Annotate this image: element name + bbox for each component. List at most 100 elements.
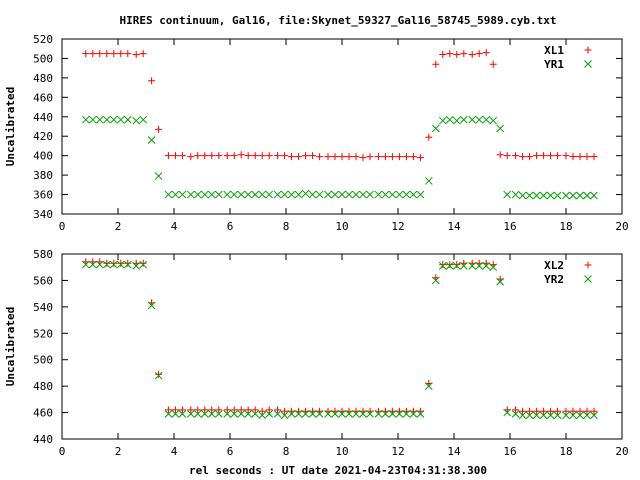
- data-point: [381, 410, 390, 418]
- data-point: [237, 190, 246, 199]
- data-point: [155, 370, 163, 378]
- data-point: [103, 50, 111, 58]
- data-point: [208, 406, 216, 414]
- y-tick-label: 540: [33, 301, 53, 314]
- data-point: [81, 260, 90, 269]
- data-point: [540, 152, 548, 160]
- chart-title: HIRES continuum, Gal16, file:Skynet_5932…: [119, 14, 556, 27]
- data-point: [539, 411, 548, 420]
- data-point: [178, 190, 187, 199]
- x-tick-label: 14: [447, 445, 461, 458]
- data-point: [489, 263, 498, 272]
- data-point: [208, 152, 216, 160]
- data-point: [562, 411, 570, 420]
- data-point: [116, 115, 125, 124]
- data-point: [287, 190, 296, 199]
- data-point: [171, 152, 179, 160]
- y-tick-label: 360: [33, 189, 53, 202]
- data-point: [395, 153, 403, 161]
- data-point: [590, 191, 598, 200]
- x-tick-label: 20: [615, 445, 628, 458]
- data-point: [576, 153, 584, 161]
- data-point: [352, 153, 360, 161]
- data-point: [164, 410, 173, 418]
- data-point: [258, 411, 267, 420]
- x-tick-label: 20: [615, 220, 628, 233]
- data-point: [89, 50, 97, 58]
- data-point: [445, 115, 454, 124]
- data-point: [230, 406, 238, 414]
- data-point: [425, 133, 433, 141]
- data-point: [154, 371, 163, 380]
- data-point: [308, 190, 317, 199]
- x-tick-label: 4: [171, 220, 178, 233]
- x-tick-label: 2: [115, 220, 122, 233]
- data-point: [187, 406, 195, 414]
- legend-label: YR1: [544, 58, 564, 71]
- data-point: [416, 154, 424, 162]
- data-point: [554, 407, 562, 415]
- data-point: [569, 407, 577, 415]
- data-point: [237, 151, 245, 159]
- data-point: [274, 152, 282, 160]
- series-XL1: [82, 49, 598, 162]
- data-point: [193, 190, 202, 199]
- data-point: [553, 191, 562, 200]
- data-point: [237, 406, 245, 414]
- data-point: [590, 153, 598, 161]
- data-point: [164, 190, 173, 199]
- data-point: [244, 410, 253, 418]
- data-point: [265, 190, 274, 199]
- data-point: [301, 189, 310, 198]
- data-point: [540, 407, 548, 415]
- data-point: [402, 410, 411, 418]
- data-point: [139, 50, 147, 58]
- y-tick-label: 460: [33, 407, 53, 420]
- data-point: [230, 152, 238, 160]
- x-tick-label: 6: [227, 220, 234, 233]
- y-tick-label: 440: [33, 433, 53, 446]
- data-point: [109, 260, 118, 269]
- data-point: [562, 152, 570, 160]
- data-point: [539, 191, 548, 200]
- data-point: [171, 190, 180, 199]
- data-point: [345, 153, 353, 161]
- y-tick-label: 340: [33, 208, 53, 221]
- data-point: [525, 411, 534, 420]
- legend-label: YR2: [544, 273, 564, 286]
- data-point: [562, 191, 570, 200]
- data-point: [287, 410, 296, 418]
- data-point: [569, 191, 577, 200]
- x-tick-label: 2: [115, 445, 122, 458]
- data-point: [316, 153, 324, 161]
- data-point: [200, 410, 209, 418]
- data-point: [366, 410, 374, 418]
- data-point: [503, 190, 512, 199]
- data-point: [432, 60, 440, 68]
- data-point: [215, 406, 223, 414]
- data-point: [511, 410, 520, 418]
- series-YR1: [81, 115, 598, 200]
- y-tick-label: 560: [33, 274, 53, 287]
- y-axis-label: Uncalibrated: [4, 87, 17, 166]
- x-tick-label: 10: [335, 445, 348, 458]
- data-point: [388, 190, 397, 199]
- y-tick-label: 580: [33, 248, 53, 261]
- data-point: [431, 276, 440, 285]
- data-point: [388, 153, 396, 161]
- x-tick-label: 10: [335, 220, 348, 233]
- data-point: [95, 115, 104, 124]
- data-point: [147, 301, 156, 310]
- data-point: [109, 115, 118, 124]
- data-point: [424, 382, 433, 390]
- data-point: [280, 190, 289, 199]
- data-point: [274, 406, 282, 414]
- x-tick-label: 12: [391, 220, 404, 233]
- data-point: [237, 410, 246, 418]
- data-point: [154, 172, 163, 180]
- data-point: [95, 260, 104, 269]
- data-point: [475, 115, 484, 124]
- legend-marker: [584, 46, 592, 54]
- data-point: [273, 410, 282, 418]
- data-point: [223, 190, 232, 199]
